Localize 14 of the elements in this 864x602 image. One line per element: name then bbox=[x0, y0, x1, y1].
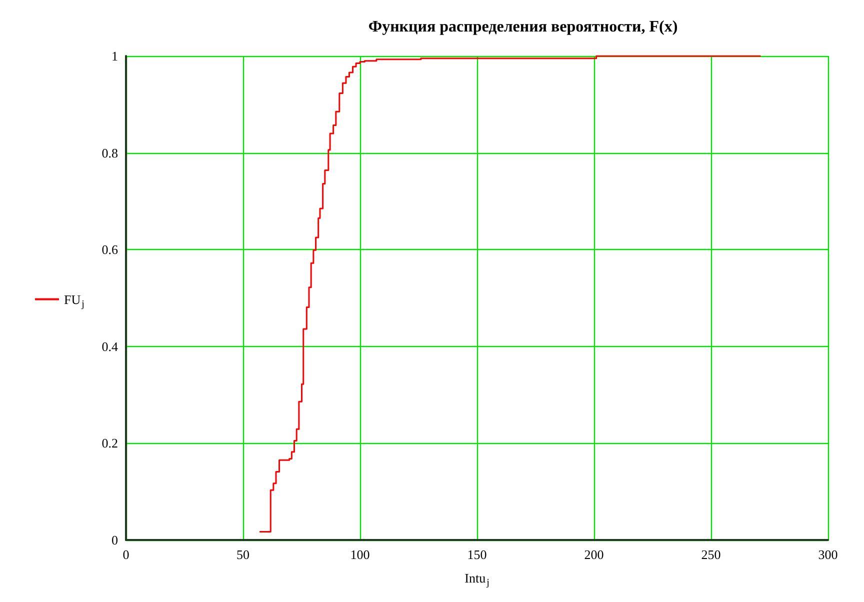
chart-title: Функция распределения вероятности, F(x) bbox=[368, 18, 678, 36]
x-tick-label: 100 bbox=[350, 547, 370, 562]
y-tick-label: 0.4 bbox=[102, 338, 118, 354]
x-tick-label: 50 bbox=[236, 547, 250, 562]
x-tick-label: 0 bbox=[122, 547, 130, 562]
y-tick-label: 0 bbox=[112, 532, 118, 548]
x-tick-label: 200 bbox=[584, 547, 604, 562]
y-tick-label: 0.2 bbox=[102, 436, 118, 451]
y-tick-label: 1 bbox=[112, 48, 118, 64]
x-tick-label: 250 bbox=[701, 547, 721, 562]
y-tick-label: 0.6 bbox=[102, 242, 118, 258]
x-tick-label: 300 bbox=[818, 547, 838, 562]
x-tick-label: 150 bbox=[467, 547, 487, 562]
y-tick-label: 0.8 bbox=[102, 145, 118, 160]
